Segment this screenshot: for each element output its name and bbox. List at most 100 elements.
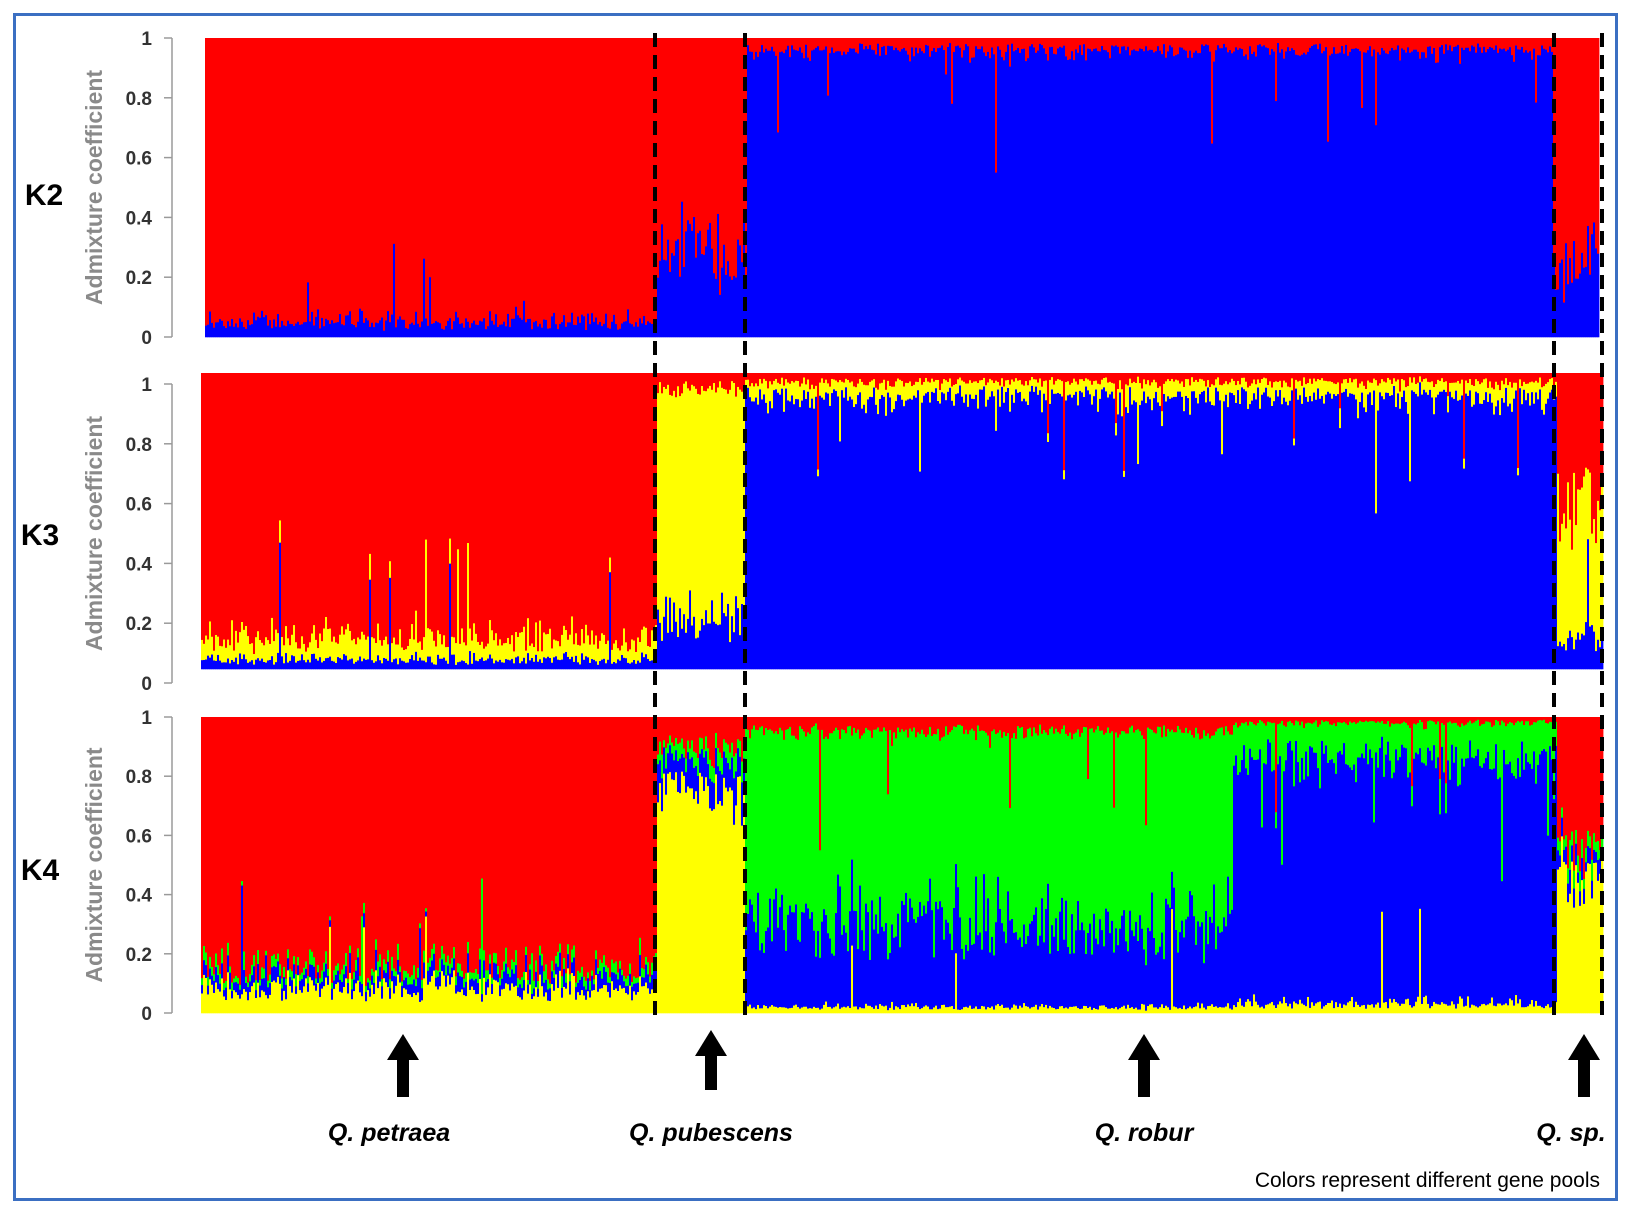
- bar-k4-red: [771, 717, 774, 732]
- bar-k4-yellow: [731, 790, 734, 1014]
- bar-k2-red: [1081, 38, 1084, 56]
- bar-k3-red: [753, 373, 756, 387]
- bar-k3-yellow: [355, 644, 358, 663]
- bar-k3-yellow: [1165, 381, 1168, 402]
- bar-k4-blue: [385, 972, 388, 983]
- bar-k4-green: [717, 747, 720, 767]
- bar-k4-red: [501, 717, 504, 971]
- bar-k2-red: [851, 38, 854, 49]
- bar-k3-yellow: [1097, 383, 1100, 413]
- bar-k3-red: [1465, 373, 1468, 381]
- bar-k3-red: [1185, 373, 1188, 380]
- bar-k2-red: [1219, 38, 1222, 49]
- bar-k3-yellow: [1373, 378, 1376, 391]
- bar-k3-red: [349, 373, 352, 632]
- bar-k2-red: [1115, 38, 1118, 46]
- bar-k4-yellow: [425, 916, 428, 1014]
- bar-k2-red: [1099, 38, 1102, 52]
- bar-k4-green: [291, 971, 294, 981]
- bar-k3-yellow: [301, 636, 304, 655]
- bar-k3-yellow: [1559, 541, 1562, 642]
- bar-k2-blue: [917, 53, 920, 338]
- bar-k3-yellow: [729, 389, 732, 643]
- bar-k3-yellow: [1133, 381, 1136, 401]
- bar-k3-yellow: [825, 379, 828, 393]
- bar-k4-green: [393, 968, 396, 977]
- bar-k3-blue: [233, 661, 236, 670]
- bar-k4-blue: [799, 941, 802, 1009]
- bar-k3-blue: [1325, 394, 1328, 670]
- bar-k2-red: [1537, 38, 1540, 56]
- bar-k3-blue: [1493, 414, 1496, 670]
- bar-k3-blue: [785, 388, 788, 670]
- bar-k2-red: [425, 38, 428, 319]
- bar-k3-yellow: [1537, 382, 1540, 400]
- bar-k3-blue: [1321, 395, 1324, 670]
- bar-k3-red: [1121, 373, 1124, 390]
- bar-k3-red: [1085, 373, 1088, 379]
- bar-k3-yellow: [771, 384, 774, 409]
- bar-k2-red: [651, 38, 654, 325]
- bar-k4-blue: [573, 957, 576, 977]
- bar-k3-yellow: [1329, 381, 1332, 394]
- bar-k2-red: [1013, 38, 1016, 52]
- bar-k2-red: [777, 38, 780, 133]
- bar-k2-blue: [775, 55, 778, 338]
- bar-k2-blue: [1413, 49, 1416, 338]
- bar-k4-yellow: [473, 990, 476, 1014]
- bar-k2-red: [1333, 38, 1336, 48]
- bar-k4-blue: [265, 955, 268, 996]
- bar-k3-blue: [1397, 393, 1400, 670]
- bar-k3-blue: [1319, 398, 1322, 670]
- bar-k3-red: [799, 373, 802, 387]
- bar-k2-blue: [459, 323, 462, 338]
- bar-k3-blue: [559, 660, 562, 670]
- bar-k3-yellow: [363, 634, 366, 659]
- bar-k3-yellow: [1527, 383, 1530, 394]
- bar-k4-red: [835, 717, 838, 728]
- bar-k2-blue: [999, 49, 1002, 338]
- bar-k3-red: [1525, 373, 1528, 385]
- bar-k2-red: [365, 38, 368, 319]
- bar-k2-blue: [1265, 47, 1268, 338]
- bar-k3-yellow: [1355, 378, 1358, 400]
- bar-k3-red: [1589, 373, 1592, 473]
- bar-k4-green: [813, 725, 816, 932]
- bar-k4-red: [693, 717, 696, 752]
- bar-k2-red: [1149, 38, 1152, 51]
- bar-k2-red: [371, 38, 374, 324]
- bar-k4-green: [537, 981, 540, 990]
- bar-k2-red: [1159, 38, 1162, 51]
- bar-k2-red: [1177, 38, 1180, 55]
- bar-k3-yellow: [669, 394, 672, 598]
- bar-k3-blue: [567, 656, 570, 670]
- bar-k3-blue: [1199, 394, 1202, 670]
- bar-k3-yellow: [1519, 379, 1522, 389]
- bar-k3-blue: [605, 663, 608, 670]
- bar-k4-green: [707, 748, 710, 765]
- bar-k2-red: [1271, 38, 1274, 50]
- bar-k3-yellow: [941, 383, 944, 393]
- bar-k2-blue: [1425, 57, 1428, 338]
- bar-k3-blue: [623, 657, 626, 670]
- bar-k3-yellow: [341, 626, 344, 660]
- bar-k4-yellow: [385, 982, 388, 1014]
- bar-k3-red: [569, 373, 572, 635]
- bar-k3-yellow: [539, 620, 542, 660]
- bar-k2-blue: [317, 309, 320, 338]
- bar-k3-blue: [249, 661, 252, 670]
- bar-k3-blue: [279, 542, 282, 670]
- bar-k4-red: [277, 717, 280, 954]
- bar-k4-blue: [499, 985, 502, 997]
- bar-k2-red: [557, 38, 560, 330]
- bar-k3-yellow: [1427, 381, 1430, 396]
- bar-k2-red: [1007, 38, 1010, 45]
- bar-k4-green: [839, 739, 842, 887]
- bar-k3-yellow: [291, 634, 294, 656]
- bar-k3-blue: [671, 631, 674, 670]
- bar-k3-blue: [1583, 635, 1586, 670]
- bar-k3-yellow: [213, 650, 216, 661]
- bar-k3-yellow: [295, 642, 298, 663]
- bar-k4-green: [929, 727, 932, 879]
- bar-k3-yellow: [709, 385, 712, 624]
